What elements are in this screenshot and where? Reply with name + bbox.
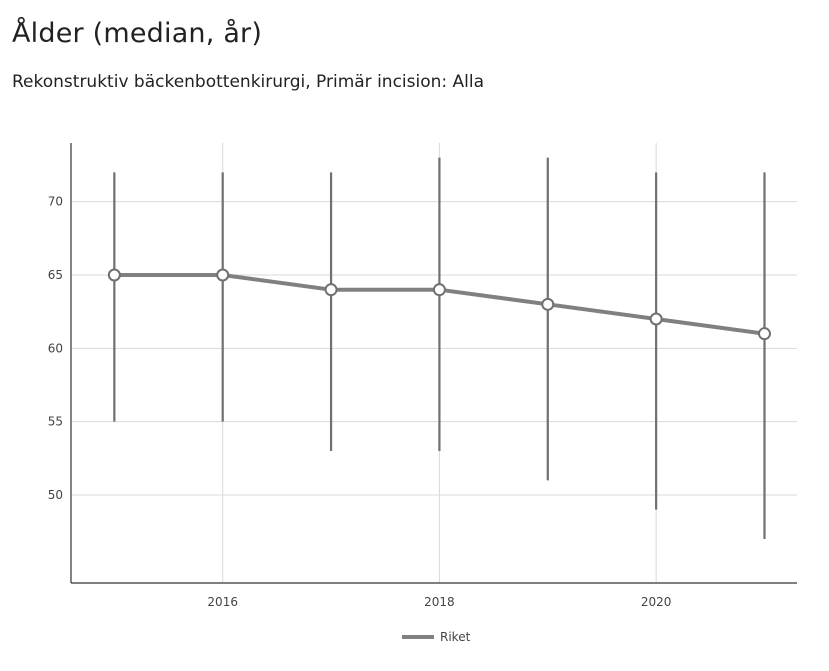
- grid-lines: [71, 143, 797, 583]
- y-tick-label-70: 70: [48, 195, 63, 209]
- page-title: Ålder (median, år): [12, 18, 263, 49]
- x-tick-label-2018: 2018: [424, 595, 455, 609]
- legend-label-0[interactable]: Riket: [440, 630, 471, 644]
- y-tick-label-55: 55: [48, 415, 63, 429]
- tick-labels: 50 55 60 65 70 2016 2018 2020: [48, 195, 672, 609]
- error-bars: [113, 157, 766, 539]
- y-tick-label-50: 50: [48, 488, 63, 502]
- data-point-2019[interactable]: [541, 297, 555, 311]
- y-tick-label-60: 60: [48, 341, 63, 355]
- data-point-2017[interactable]: [324, 283, 338, 297]
- axes: [70, 143, 797, 584]
- y-tick-label-65: 65: [48, 268, 63, 282]
- x-tick-label-2016: 2016: [207, 595, 238, 609]
- x-tick-label-2020: 2020: [641, 595, 672, 609]
- page-subtitle: Rekonstruktiv bäckenbottenkirurgi, Primä…: [12, 72, 485, 92]
- data-point-2020[interactable]: [649, 312, 663, 326]
- data-point-2016[interactable]: [216, 268, 230, 282]
- legend[interactable]: Riket: [402, 630, 471, 644]
- data-point-2018[interactable]: [432, 283, 446, 297]
- data-point-2021[interactable]: [757, 327, 771, 341]
- data-point-2015[interactable]: [107, 268, 121, 282]
- data-points: [107, 268, 771, 341]
